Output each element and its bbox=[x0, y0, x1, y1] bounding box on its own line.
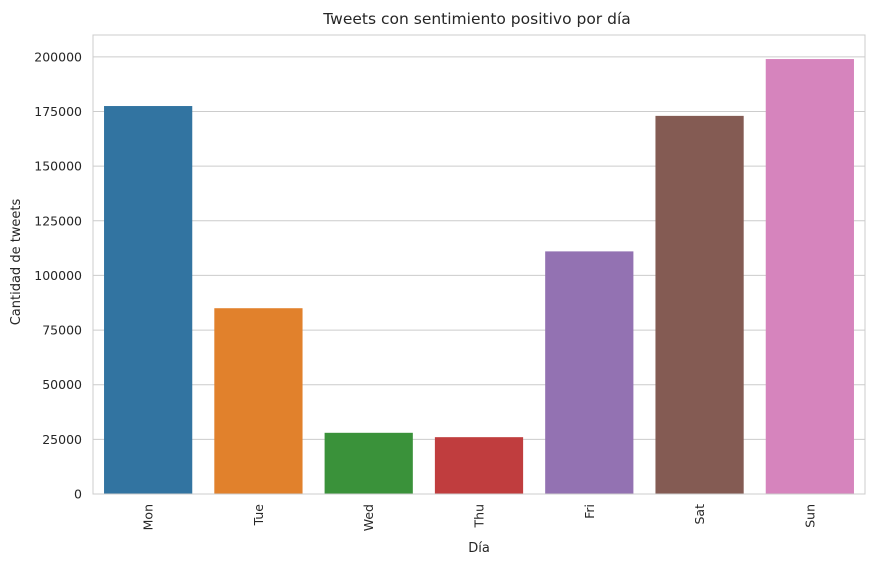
bar-thu bbox=[434, 437, 524, 494]
bar-sat bbox=[655, 115, 744, 494]
bar-sun bbox=[765, 59, 854, 495]
bars bbox=[104, 59, 854, 495]
x-tick-label: Tue bbox=[251, 504, 266, 527]
y-tick-label: 0 bbox=[74, 487, 82, 502]
plot-frame bbox=[92, 34, 866, 495]
x-tick-label: Wed bbox=[361, 504, 376, 531]
y-axis-label: Cantidad de tweets bbox=[9, 198, 24, 325]
y-tick-label: 175000 bbox=[34, 104, 82, 119]
y-tick-label: 100000 bbox=[34, 268, 82, 283]
chart-title: Tweets con sentimiento positivo por día bbox=[322, 10, 631, 28]
bar-tue bbox=[214, 308, 303, 494]
bar-wed bbox=[324, 432, 413, 494]
x-tick-labels: Mon Tue Wed Thu Fri Sat Sun bbox=[141, 504, 818, 532]
y-tick-label: 25000 bbox=[42, 432, 82, 447]
x-tick-label: Sat bbox=[692, 504, 707, 525]
y-tick-label: 150000 bbox=[34, 159, 82, 174]
x-tick-label: Thu bbox=[472, 504, 487, 528]
y-tick-label: 200000 bbox=[34, 49, 82, 64]
x-axis-label: Día bbox=[468, 541, 490, 556]
x-tick-label: Fri bbox=[582, 504, 597, 519]
x-tick-label: Sun bbox=[802, 504, 817, 528]
y-tick-label: 125000 bbox=[34, 213, 82, 228]
x-tick-label: Mon bbox=[141, 504, 156, 530]
y-tick-labels: 0 25000 50000 75000 100000 125000 150000 175000… bbox=[34, 49, 82, 501]
y-tick-label: 50000 bbox=[42, 377, 82, 392]
bar-fri bbox=[545, 251, 634, 494]
y-tick-label: 75000 bbox=[42, 323, 82, 338]
bar-mon bbox=[104, 106, 193, 495]
